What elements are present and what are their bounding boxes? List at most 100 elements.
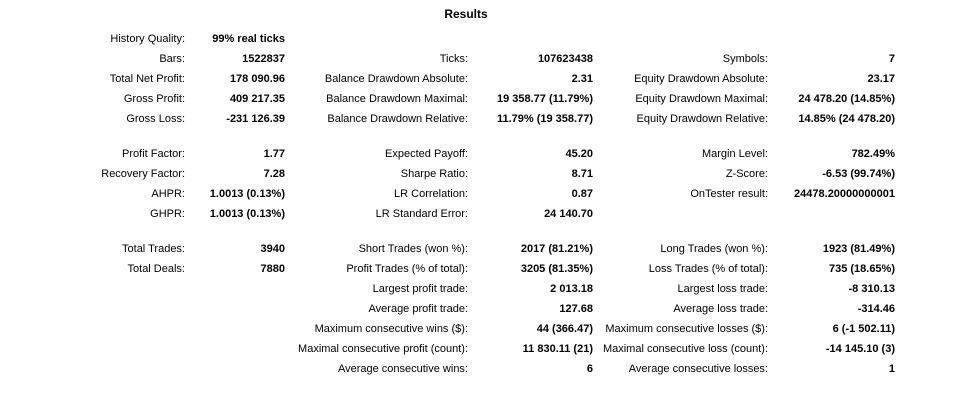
stat-value — [768, 29, 895, 49]
stat-value: 3205 (81.35%) — [520, 263, 593, 275]
stat-label: Expected Payoff: — [385, 148, 468, 160]
stat-label: Largest profit trade: — [372, 283, 468, 295]
stat-label: Average loss trade: — [673, 303, 768, 315]
stat-value — [468, 29, 593, 49]
stat-label: Total Net Profit: — [109, 73, 185, 85]
stat-value: -231 126.39 — [226, 113, 285, 125]
stat-label: Average consecutive wins: — [337, 363, 468, 375]
stat-label: Total Deals: — [127, 263, 185, 275]
results-row: GHPR: 1.0013 (0.13%) LR Standard Error: 24 … — [0, 204, 958, 224]
stat-label: Equity Drawdown Maximal: — [635, 93, 768, 105]
stat-label: History Quality: — [110, 33, 185, 45]
results-row: Total Trades: 3940 Short Trades (won %): 20… — [0, 239, 958, 259]
stat-value: 1.0013 (0.13%) — [209, 188, 285, 200]
stat-label — [0, 299, 185, 319]
stat-value: 409 217.35 — [229, 93, 285, 105]
stat-label: Balance Drawdown Absolute: — [324, 73, 468, 85]
stat-label: Z-Score: — [725, 168, 768, 180]
stat-value: 735 (18.65%) — [828, 263, 895, 275]
stat-label — [0, 319, 185, 339]
stat-value: 1.0013 (0.13%) — [209, 208, 285, 220]
stat-value: 6 — [586, 363, 593, 375]
page-title: Results — [444, 7, 488, 21]
results-row: Maximal consecutive profit (count): 11 83… — [0, 339, 958, 359]
results-row: Gross Profit: 409 217.35 Balance Drawdown … — [0, 89, 958, 109]
results-section: History Quality: 99% real ticks Bars: 15228… — [0, 29, 958, 129]
stat-label: Equity Drawdown Relative: — [636, 113, 768, 125]
results-row: Largest profit trade: 2 013.18 Largest los… — [0, 279, 958, 299]
stat-value: 8.71 — [571, 168, 593, 180]
stat-value: 2017 (81.21%) — [520, 243, 593, 255]
stat-value — [185, 359, 285, 379]
stat-value: 45.20 — [565, 148, 593, 160]
stat-label: Bars: — [159, 53, 185, 65]
results-row: Total Deals: 7880 Profit Trades (% of tota… — [0, 259, 958, 279]
results-row: Gross Loss: -231 126.39 Balance Drawdown R… — [0, 109, 958, 129]
stat-label: Profit Trades (% of total): — [346, 263, 468, 275]
stat-label — [0, 359, 185, 379]
results-row: Total Net Profit: 178 090.96 Balance Drawd… — [0, 69, 958, 89]
results-row: Recovery Factor: 7.28 Sharpe Ratio: 8.71 Z-S… — [0, 164, 958, 184]
stat-value — [185, 299, 285, 319]
stat-value: 1 — [888, 363, 895, 375]
stat-label: Largest loss trade: — [677, 283, 769, 295]
stat-value: 6 (-1 502.11) — [832, 323, 895, 335]
stat-label: Margin Level: — [701, 148, 768, 160]
stat-value: 127.68 — [559, 303, 593, 315]
stat-value — [185, 279, 285, 299]
stat-value: 1522837 — [242, 53, 285, 65]
stat-value: 11 830.11 (21) — [522, 343, 593, 355]
stat-value: 24 478.20 (14.85%) — [798, 93, 895, 105]
stat-label: Total Trades: — [122, 243, 185, 255]
stat-label: Maximal consecutive loss (count): — [602, 343, 768, 355]
results-row: Profit Factor: 1.77 Expected Payoff: 45.20 M… — [0, 144, 958, 164]
stat-label: Gross Profit: — [123, 93, 185, 105]
results-section: Total Trades: 3940 Short Trades (won %): 20… — [0, 239, 958, 379]
results-row: AHPR: 1.0013 (0.13%) LR Correlation: 0.87 On… — [0, 184, 958, 204]
stat-label: Recovery Factor: — [101, 168, 185, 180]
stat-label — [0, 339, 185, 359]
stat-label: Maximum consecutive wins ($): — [314, 323, 468, 335]
stat-label: GHPR: — [150, 208, 185, 220]
stat-label: Average profit trade: — [368, 303, 468, 315]
stat-value: 19 358.77 (11.79%) — [496, 93, 593, 105]
stat-label: AHPR: — [151, 188, 185, 200]
stat-value: 3940 — [260, 243, 285, 255]
stat-value: 7 — [888, 53, 895, 65]
stat-label: Equity Drawdown Absolute: — [634, 73, 768, 85]
stat-label: Short Trades (won %): — [358, 243, 468, 255]
results-row: Maximum consecutive wins ($): 44 (366.47)… — [0, 319, 958, 339]
results-row: Bars: 1522837 Ticks: 107623438 Symbols: 7 — [0, 49, 958, 69]
stat-label — [593, 29, 768, 49]
stat-value: 1.77 — [263, 148, 285, 160]
stat-label: Maximal consecutive profit (count): — [298, 343, 468, 355]
stat-label: Maximum consecutive losses ($): — [605, 323, 768, 335]
stat-value: 23.17 — [867, 73, 895, 85]
stat-label: OnTester result: — [690, 188, 768, 200]
stat-value: 24478.20000000001 — [794, 188, 895, 200]
stat-value: 1923 (81.49%) — [822, 243, 895, 255]
stat-value: 44 (366.47) — [536, 323, 593, 335]
stat-value: 24 140.70 — [544, 208, 593, 220]
stat-value: -314.46 — [857, 303, 895, 315]
stat-value — [768, 204, 895, 224]
stat-value: 107623438 — [537, 53, 593, 65]
stat-label: Ticks: — [439, 53, 468, 65]
stat-value: 11.79% (19 358.77) — [496, 113, 593, 125]
stat-label: Average consecutive losses: — [628, 363, 768, 375]
stat-label: Symbols: — [722, 53, 768, 65]
stat-value — [185, 319, 285, 339]
stat-label: Balance Drawdown Relative: — [327, 113, 468, 125]
stat-label: Loss Trades (% of total): — [648, 263, 768, 275]
stat-label: LR Standard Error: — [375, 208, 468, 220]
stat-label — [0, 279, 185, 299]
results-row: Average profit trade: 127.68 Average loss … — [0, 299, 958, 319]
stat-value: 99% real ticks — [212, 33, 285, 45]
stat-label — [593, 204, 768, 224]
stat-label: Long Trades (won %): — [660, 243, 768, 255]
stat-value: 14.85% (24 478.20) — [798, 113, 895, 125]
results-row: Average consecutive wins: 6 Average consec… — [0, 359, 958, 379]
stat-value: -8 310.13 — [848, 283, 895, 295]
stat-value: 7.28 — [263, 168, 285, 180]
